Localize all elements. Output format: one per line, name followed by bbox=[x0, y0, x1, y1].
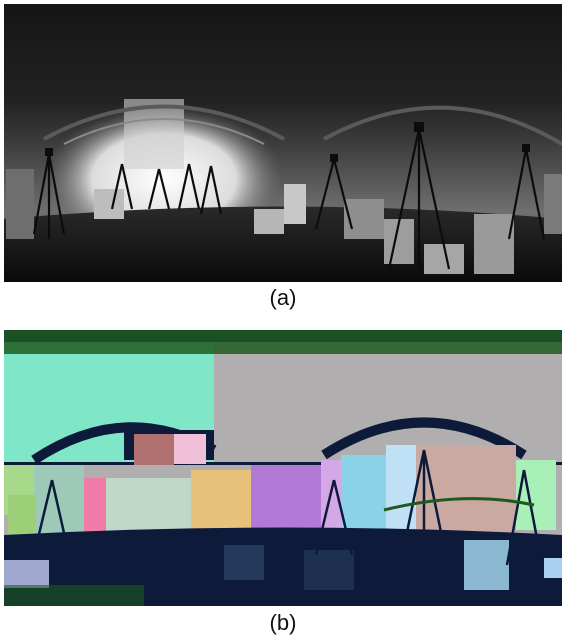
segmentation-panorama-image bbox=[4, 330, 562, 606]
depth-panorama-graphic bbox=[4, 4, 562, 282]
panel-b-caption: (b) bbox=[269, 610, 297, 635]
panel-a-caption: (a) bbox=[269, 285, 297, 310]
segmentation-panorama-graphic bbox=[4, 330, 562, 606]
depth-panorama-image bbox=[4, 4, 562, 282]
